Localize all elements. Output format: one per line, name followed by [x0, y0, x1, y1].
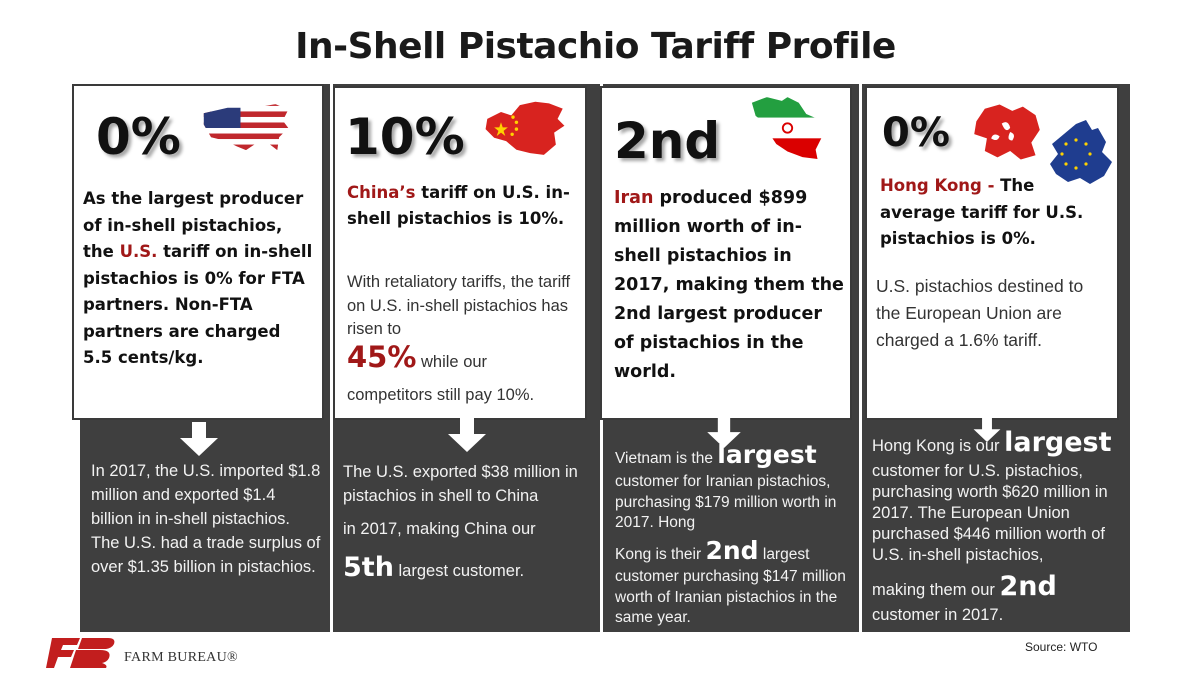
panel-hongkong-text: Hong Kong - The average tariff for U.S. …: [880, 173, 1100, 253]
panel-hongkong-highlight: Hong Kong -: [880, 176, 995, 195]
panel-hongkong-eu-text: U.S. pistachios destined to the European…: [876, 276, 1084, 350]
panel-china-bottom-line-3: 5th largest customer.: [343, 552, 593, 583]
panel-hongkong-largest: largest: [1004, 427, 1112, 458]
panel-iran-largest: largest: [717, 440, 817, 469]
down-arrow-icon: [180, 422, 218, 456]
iran-map-flag-icon: [751, 97, 824, 159]
down-arrow-icon: [707, 418, 741, 448]
panel-usa-stat: 0%: [96, 108, 181, 166]
panel-china-45-percent: 45%: [347, 340, 417, 374]
farm-bureau-logo: FARM BUREAU®: [46, 634, 286, 674]
panel-iran-text: Iran produced $899 million worth of in-s…: [614, 184, 844, 387]
panel-iran-2nd: 2nd: [705, 536, 759, 565]
panel-iran-bottom-line-3: Kong is their 2nd largest: [615, 536, 855, 565]
panel-china-5th: 5th: [343, 552, 394, 583]
panel-hongkong-text-bold: The average tariff for U.S. pistachios i…: [880, 176, 1084, 248]
panel-hongkong-bottom-line-3: making them our 2nd: [872, 571, 1127, 602]
panel-hongkong-stat: 0%: [882, 110, 950, 156]
panel-china-largest-customer: largest customer.: [393, 562, 525, 580]
panel-iran-bottom-line-1: Vietnam is the largest: [615, 440, 855, 469]
panel-china-highlight: China’s: [347, 183, 416, 202]
panel-china-retaliatory-line: 45% while our: [347, 342, 577, 377]
panel-iran-largest-word: largest: [758, 546, 810, 563]
panel-hongkong-bottom-text-4: customer in 2017.: [872, 606, 1004, 624]
panel-hongkong-bottom-text-2: customer for U.S. pistachios, purchasing…: [872, 462, 1108, 564]
panel-hongkong-bottom-line-1: Hong Kong is our largest: [872, 427, 1127, 458]
panel-iran-stat: 2nd: [614, 112, 721, 170]
panel-hongkong-2nd: 2nd: [999, 571, 1057, 602]
panel-china-stat: 10%: [345, 108, 465, 166]
panel-china-retaliatory-text: With retaliatory tariffs, the tariff on …: [347, 273, 571, 338]
panel-usa-card: [72, 84, 324, 420]
panel-china-bottom-text-1: The U.S. exported $38 million in pistach…: [343, 463, 578, 505]
panel-iran-kong-is-their: Kong is their: [615, 546, 706, 563]
eu-map-flag-icon: [1050, 120, 1112, 184]
panel-usa-text-part-2: tariff on in-shell pistachios is 0% for …: [83, 242, 313, 367]
panel-usa-bottom-text: In 2017, the U.S. imported $1.8 million …: [91, 462, 321, 576]
panel-usa-highlight: U.S.: [119, 242, 158, 261]
usa-map-flag-icon: [203, 104, 289, 151]
panel-usa-text: As the largest producer of in-shell pist…: [83, 186, 313, 372]
source-note: Source: WTO: [1025, 640, 1098, 654]
farm-bureau-logo-mark-icon: [46, 638, 115, 668]
china-map-flag-icon: [485, 101, 565, 155]
page-title: In-Shell Pistachio Tariff Profile: [295, 26, 896, 67]
panel-iran-bottom-text-5: customer purchasing $147 million worth o…: [615, 568, 846, 626]
down-arrow-icon: [973, 418, 1001, 442]
farm-bureau-logo-text: FARM BUREAU®: [124, 650, 238, 665]
panel-china-while-our: while our: [416, 353, 488, 371]
panel-china-bottom-text-2: in 2017, making China our: [343, 520, 536, 538]
panel-iran-highlight: Iran: [614, 188, 654, 208]
panel-china-text-bold: tariff on U.S. in-shell pistachios is 10…: [347, 183, 570, 228]
panel-iran-text-bold: produced $899 million worth of in-shell …: [614, 188, 844, 382]
panel-usa-text-part-1: As the largest producer of in-shell pist…: [83, 189, 304, 261]
panel-china-text: China’s tariff on U.S. in-shell pistachi…: [347, 180, 572, 232]
panel-china-competitors-text: competitors still pay 10%.: [347, 386, 535, 404]
panel-hongkong-making-them-our: making them our: [872, 581, 1000, 599]
panel-hongkong-is-our: Hong Kong is our: [872, 437, 1005, 455]
down-arrow-icon: [448, 418, 486, 452]
panel-iran-bottom-text-2: customer for Iranian pistachios, purchas…: [615, 473, 837, 531]
panel-iran-vietnam-is-the: Vietnam is the: [615, 450, 718, 467]
hong-kong-map-flag-icon: [974, 104, 1040, 160]
